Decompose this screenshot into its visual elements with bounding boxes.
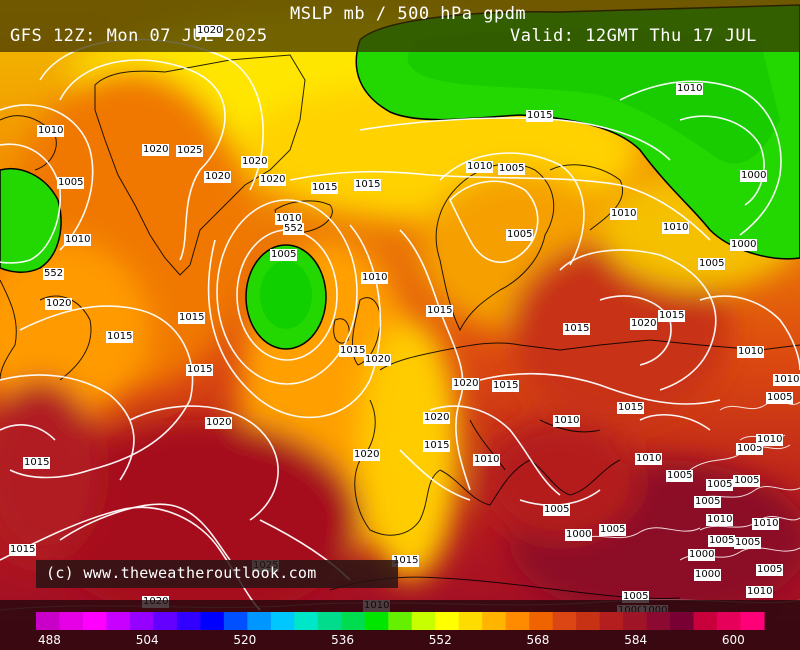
isobar-label: 1010 (361, 272, 389, 284)
colorbar-tick-label: 568 (526, 633, 550, 647)
isobar-label: 1010 (676, 83, 704, 95)
isobar-label: 1015 (492, 380, 520, 392)
valid-time: Valid: 12GMT Thu 17 JUL (510, 26, 757, 46)
isobar-label: 1010 (752, 518, 780, 530)
isobar-label: 1005 (57, 177, 85, 189)
isobar-label: 1000 (694, 569, 722, 581)
isobar-label: 1020 (364, 354, 392, 366)
colorbar-tick-label: 504 (135, 633, 159, 647)
isobar-label: 1000 (740, 170, 768, 182)
isobar-label: 1010 (746, 586, 774, 598)
colorbar-tick-label: 584 (624, 633, 648, 647)
isobar-label: 1005 (270, 249, 298, 261)
isobar-label: 1020 (142, 144, 170, 156)
isobar-label: 1005 (766, 392, 794, 404)
isobar-label: 1010 (275, 213, 303, 225)
credit-text: (c) www.theweatheroutlook.com (46, 564, 317, 582)
isobar-label: 1005 (694, 496, 722, 508)
isobar-label: 1000 (730, 239, 758, 251)
isobar-label: 1020 (630, 318, 658, 330)
isobar-label: 1005 (734, 537, 762, 549)
isobar-label: 1005 (498, 163, 526, 175)
header-bar: MSLP mb / 500 hPa gpdm GFS 12Z: Mon 07 J… (0, 0, 800, 52)
isobar-label: 1020 (241, 156, 269, 168)
isobar-label: 1015 (423, 440, 451, 452)
isobar-label: 1010 (64, 234, 92, 246)
isobar-label: 1015 (426, 305, 454, 317)
isobar-label: 1010 (706, 514, 734, 526)
isobar-label: 1005 (733, 475, 761, 487)
isobar-label: 1015 (106, 331, 134, 343)
model-run: GFS 12Z: Mon 07 JUL 2025 (10, 26, 268, 46)
isobar-label: 1015 (617, 402, 645, 414)
isobar-label: 1015 (186, 364, 214, 376)
colorbar-tick-label: 520 (233, 633, 257, 647)
isobar-label: 1005 (736, 443, 764, 455)
isobar-label: 1010 (635, 453, 663, 465)
isobar-label: 1015 (563, 323, 591, 335)
isobar-label: 1005 (543, 504, 571, 516)
isobar-label: 1015 (9, 544, 37, 556)
isobar-label: 1010 (473, 454, 501, 466)
colorbar-tick-label: 536 (331, 633, 354, 647)
isobar-label: 1015 (526, 110, 554, 122)
isobar-label: 1015 (354, 179, 382, 191)
credit-banner: (c) www.theweatheroutlook.com (36, 560, 398, 588)
isobar-label: 1020 (205, 417, 233, 429)
isobar-label: 552 (43, 268, 65, 280)
isobar-label: 1010 (37, 125, 65, 137)
colorbar-panel (0, 600, 800, 650)
isobar-label: 1010 (553, 415, 581, 427)
isobar-label: 1010 (737, 346, 765, 358)
isobar-label: 1015 (658, 310, 686, 322)
isobar-label: 1015 (392, 555, 420, 567)
isobar-label: 1020 (196, 25, 224, 37)
isobar-label: 1020 (353, 449, 381, 461)
isobar-label: 1005 (506, 229, 534, 241)
isobar-label: 1020 (423, 412, 451, 424)
isobar-label: 1010 (466, 161, 494, 173)
isobar-label: 1020 (45, 298, 73, 310)
isobar-label: 1015 (311, 182, 339, 194)
isobar-label: 1005 (698, 258, 726, 270)
isobar-label: 1000 (565, 529, 593, 541)
isobar-label: 1010 (610, 208, 638, 220)
isobar-label: 1020 (259, 174, 287, 186)
isobar-label: 1005 (708, 535, 736, 547)
colorbar-tick-label: 600 (721, 633, 745, 647)
isobar-label: 1015 (339, 345, 367, 357)
isobar-label: 1015 (23, 457, 51, 469)
map-title: MSLP mb / 500 hPa gpdm (290, 4, 527, 24)
isobar-label: 1005 (666, 470, 694, 482)
colorbar-tick-label: 488 (38, 633, 61, 647)
isobar-label: 1010 (756, 434, 784, 446)
isobar-label: 1025 (176, 145, 204, 157)
isobar-label: 1020 (452, 378, 480, 390)
isobar-label: 1020 (204, 171, 232, 183)
isobar-label: 1005 (599, 524, 627, 536)
isobar-label: 1005 (756, 564, 784, 576)
isobar-label: 1010 (773, 374, 800, 386)
isobar-label: 1010 (662, 222, 690, 234)
isobar-label: 1000 (688, 549, 716, 561)
colorbar-tick-label: 552 (428, 633, 452, 647)
isobar-label: 1005 (706, 479, 734, 491)
isobar-label: 552 (283, 223, 305, 235)
isobar-label: 1015 (178, 312, 206, 324)
